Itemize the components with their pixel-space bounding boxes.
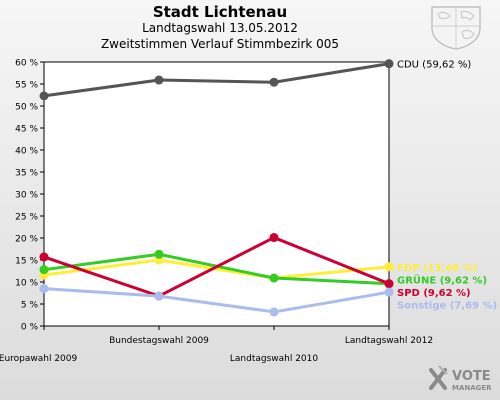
data-point-cdu xyxy=(39,91,49,101)
chart-title: Stadt Lichtenau xyxy=(152,3,288,21)
y-axis: 0 % 5 % 10 % 15 % 20 % 25 % 30 % 35 % 40 % 45 % 50… xyxy=(15,59,44,333)
series-label-sonstige: Sonstige (7,69 %) xyxy=(397,300,497,311)
data-point-cdu xyxy=(384,59,394,69)
plot-area xyxy=(43,61,390,327)
series-line-sonstige xyxy=(43,287,390,314)
y-tick-label: 10 % xyxy=(15,279,38,289)
y-tick-label: 30 % xyxy=(15,191,38,201)
data-point-cdu xyxy=(269,77,279,87)
series-label-spd: SPD (9,62 %) xyxy=(397,288,471,299)
logo-word-vote: VOTE xyxy=(452,369,491,384)
series-line-spd xyxy=(43,236,390,298)
x-tick-label: Bundestagswahl 2009 xyxy=(109,336,209,346)
y-tick-label: 15 % xyxy=(15,257,38,267)
series-line-cdu xyxy=(43,62,390,98)
data-point-sonstige xyxy=(384,287,394,297)
series-label-grüne: GRÜNE (9,62 %) xyxy=(397,272,487,286)
y-tick-label: 55 % xyxy=(15,81,38,91)
data-point-spd xyxy=(269,233,279,243)
data-point-sonstige xyxy=(39,284,49,294)
data-point-cdu xyxy=(154,75,164,85)
y-tick-label: 45 % xyxy=(15,125,38,135)
chart-subtitle-description: Zweitstimmen Verlauf Stimmbezirk 005 xyxy=(100,37,340,51)
y-tick-label: 25 % xyxy=(15,213,38,223)
y-tick-label: 35 % xyxy=(15,169,38,179)
y-tick-label: 5 % xyxy=(21,301,39,311)
coat-of-arms-icon xyxy=(431,6,481,50)
logo-word-manager: MANAGER xyxy=(452,384,492,392)
y-tick-label: 60 % xyxy=(15,59,38,69)
x-tick-label: Europawahl 2009 xyxy=(0,354,78,364)
y-tick-label: 20 % xyxy=(15,235,38,245)
data-point-grüne xyxy=(154,249,164,259)
x-axis: Europawahl 2009 Bundestagswahl 2009 Landta… xyxy=(0,326,433,364)
series-lines xyxy=(39,59,394,317)
series-line-fdp xyxy=(43,258,390,280)
data-point-spd xyxy=(39,252,49,262)
chart-subtitle-election: Landtagswahl 13.05.2012 xyxy=(142,21,298,35)
y-tick-label: 0 % xyxy=(21,323,39,333)
x-tick-label: Landtagswahl 2012 xyxy=(345,336,433,346)
y-tick-label: 40 % xyxy=(15,147,38,157)
data-point-sonstige xyxy=(269,307,279,317)
data-point-sonstige xyxy=(154,291,164,301)
series-label-cdu: CDU (59,62 %) xyxy=(397,60,471,71)
data-point-spd xyxy=(384,279,394,289)
data-point-fdp xyxy=(384,262,394,272)
votemanager-logo: VOTE MANAGER xyxy=(429,365,492,392)
y-tick-label: 50 % xyxy=(15,103,38,113)
series-labels: CDU (59,62 %) FDP (13,46 %)GRÜNE (9,62 %)… xyxy=(397,60,497,312)
series-label-fdp: FDP (13,46 %) xyxy=(397,263,477,274)
data-point-grüne xyxy=(269,273,279,283)
data-point-grüne xyxy=(39,265,49,275)
x-tick-label: Landtagswahl 2010 xyxy=(230,354,319,364)
